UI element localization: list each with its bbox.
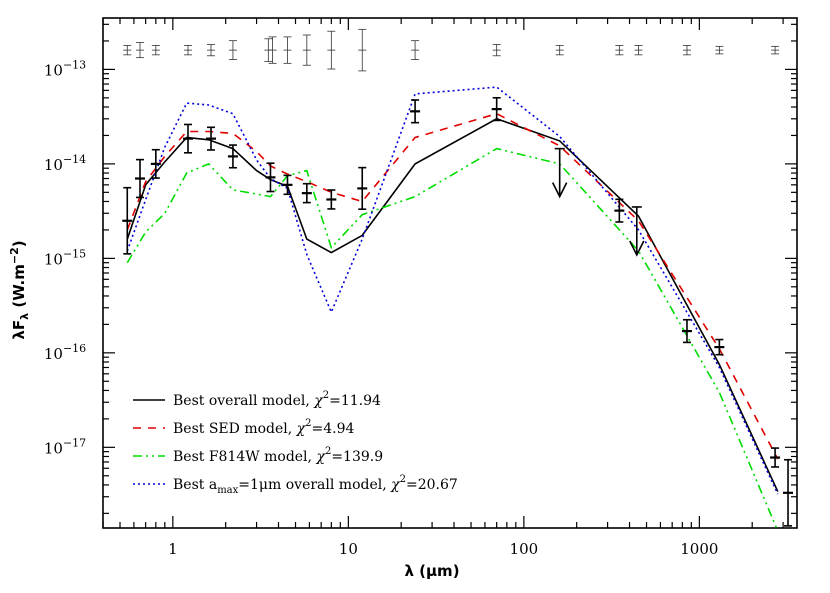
legend-label-3: Best F814W model, χ2=139.9 (173, 446, 383, 465)
series-line-1 (126, 117, 779, 492)
x-tick-label: 10 (339, 540, 358, 558)
y-tick-exponent: −16 (63, 342, 86, 355)
legend-chi: χ (390, 477, 401, 493)
legend-label-2: Best SED model, χ2=4.94 (173, 418, 355, 437)
series-line-2 (126, 112, 779, 460)
x-axis-label-text: λ (μm) (404, 562, 459, 580)
y-tick-exponent: −15 (63, 247, 86, 260)
legend-value: =4.94 (312, 421, 355, 437)
legend-label-4: Best amax=1μm overall model, χ2=20.67 (173, 474, 458, 496)
legend-value: =20.67 (406, 477, 458, 493)
y-tick-label: 10−16 (44, 342, 86, 363)
x-tick-label: 1000 (680, 540, 718, 558)
y-tick-base: 10 (44, 61, 63, 79)
y-axis-label: λFλ (W.m−2) (8, 240, 31, 339)
legend-superscript: 2 (400, 474, 406, 485)
legend-text-part: =1μm overall model, (238, 477, 391, 493)
y-tick-exponent: −14 (63, 153, 86, 166)
upper-limit-arrowhead (629, 240, 645, 257)
legend-text-part: Best a (173, 477, 217, 493)
legend-text-part: Best F814W model, (173, 449, 316, 465)
legend-chi: χ (313, 393, 324, 409)
legend-chi: χ (315, 449, 326, 465)
legend-superscript: 2 (325, 446, 331, 457)
axis-ticks (102, 18, 797, 528)
y-tick-base: 10 (44, 156, 63, 174)
y-tick-base: 10 (44, 250, 63, 268)
y-tick-label: 10−15 (44, 247, 86, 268)
series-line-3 (126, 147, 778, 528)
legend-superscript: 2 (323, 390, 329, 401)
series-line-4 (126, 86, 779, 495)
legend-text-part: Best overall model, (173, 393, 314, 409)
legend-label-1: Best overall model, χ2=11.94 (173, 390, 381, 409)
y-tick-base: 10 (44, 439, 63, 457)
y-tick-label: 10−17 (44, 436, 86, 457)
legend-superscript: 2 (305, 418, 311, 429)
y-tick-exponent: −13 (63, 58, 86, 71)
legend-value: =139.9 (331, 449, 383, 465)
legend-text-part: Best SED model, (173, 421, 297, 437)
y-tick-base: 10 (44, 345, 63, 363)
y-axis-label-sub: λ (18, 313, 31, 320)
y-tick-label: 10−13 (44, 58, 86, 79)
y-axis-label-units: (W.m (10, 264, 28, 313)
model-series (126, 86, 779, 528)
observed-points (122, 96, 794, 527)
legend-chi: χ (296, 421, 307, 437)
legend-subscript: max (217, 485, 238, 496)
y-axis-label-close: ) (10, 240, 28, 247)
calibration-error-bars (123, 28, 780, 72)
x-axis-label: λ (μm) (404, 562, 459, 580)
legend-value: =11.94 (329, 393, 381, 409)
y-tick-label: 10−14 (44, 153, 86, 174)
x-tick-label: 100 (510, 540, 539, 558)
y-tick-exponent: −17 (63, 436, 86, 449)
x-tick-label: 1 (168, 540, 178, 558)
y-axis-label-exp: −2 (8, 247, 21, 264)
upper-limit-arrowhead (551, 182, 568, 199)
